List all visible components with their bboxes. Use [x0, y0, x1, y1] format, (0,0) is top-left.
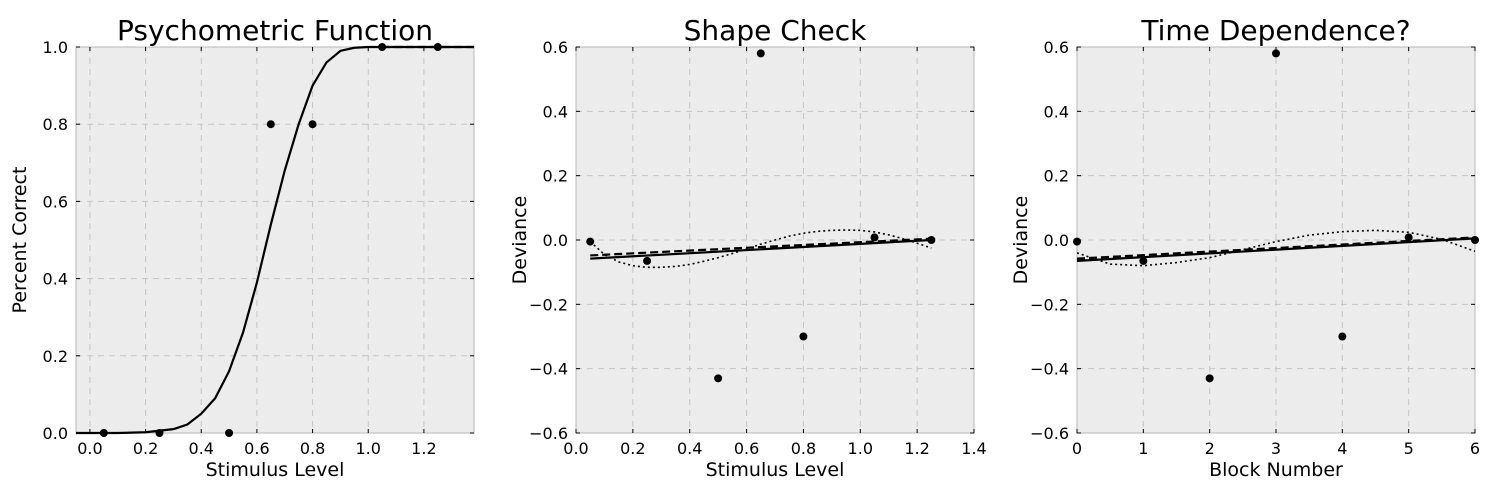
y-axis-label: Deviance — [509, 196, 531, 285]
x-tick-label: 0 — [1072, 439, 1082, 458]
data-point — [1073, 237, 1081, 246]
y-tick-label: −0.4 — [1030, 360, 1069, 379]
x-tick-label: 1.0 — [356, 439, 381, 458]
x-tick-label: 0.6 — [244, 439, 269, 458]
data-point — [1139, 256, 1148, 265]
x-axis-label: Stimulus Level — [206, 459, 345, 481]
data-point — [1205, 374, 1214, 383]
subplot-1: 0.0 0.2 0.4 0.6 0.8 1.0 1.2 0.0 0.2 0.4 0.6 0.8 1.0 P… — [9, 14, 475, 481]
data-point — [1404, 233, 1413, 242]
dotted-fit-line — [1077, 229, 1475, 267]
x-tick-label: 0.0 — [77, 439, 102, 458]
data-point — [1272, 49, 1280, 58]
x-tick-label: 2 — [1205, 439, 1215, 458]
solid-fit-line — [590, 238, 932, 260]
x-tick-label: 0.0 — [563, 439, 588, 458]
data-point — [1338, 332, 1347, 341]
y-tick-label: 1.0 — [43, 38, 68, 57]
x-tick-label: 0.2 — [133, 439, 158, 458]
x-tick-label: 1.2 — [904, 439, 929, 458]
axes-frame — [75, 46, 475, 434]
y-tick-label: 0.0 — [1044, 231, 1069, 250]
data-point — [155, 429, 164, 437]
y-tick-label: 0.0 — [43, 424, 68, 443]
y-axis-label: Deviance — [1010, 196, 1032, 285]
data-point — [756, 49, 765, 58]
x-tick-label: 0.8 — [791, 439, 816, 458]
data-point — [586, 237, 595, 246]
dotted-fit-line — [589, 229, 932, 269]
subplot-2: 0.0 0.2 0.4 0.6 0.8 1.0 1.2 1.4 −0.6 −0.4 −0.2 0.0 0… — [509, 14, 987, 481]
x-tick-label: 1.2 — [411, 439, 436, 458]
y-tick-label: −0.2 — [529, 295, 568, 314]
plot-area — [76, 47, 474, 433]
chart-title: Shape Check — [684, 14, 867, 47]
data-point — [870, 233, 879, 242]
y-tick-label: −0.4 — [529, 360, 568, 379]
y-tick-label: −0.2 — [1030, 295, 1069, 314]
data-point — [266, 120, 275, 129]
y-tick-label: 0.0 — [543, 231, 568, 250]
data-point — [378, 43, 387, 51]
y-tick-label: 0.4 — [43, 270, 68, 289]
y-tick-label: −0.6 — [1030, 424, 1069, 443]
x-tick-label: 4 — [1337, 439, 1347, 458]
x-tick-label: 0.4 — [677, 439, 702, 458]
x-tick-label: 5 — [1404, 439, 1414, 458]
subplot-3: 0 1 2 3 4 5 6 −0.6 −0.4 −0.2 0.0 0.2 0.4 0.6 Time Depe… — [1010, 14, 1480, 481]
y-tick-label: 0.6 — [543, 38, 568, 57]
data-point — [308, 120, 317, 129]
dashed-fit-line — [1077, 236, 1475, 260]
y-tick-label: 0.6 — [1044, 38, 1069, 57]
y-tick-label: 0.4 — [543, 102, 568, 121]
y-tick-label: 0.2 — [43, 347, 68, 366]
data-point — [643, 256, 652, 265]
data-point — [927, 236, 936, 244]
y-tick-label: 0.4 — [1044, 102, 1069, 121]
x-axis-label: Block Number — [1209, 459, 1343, 481]
y-axis-label: Percent Correct — [9, 167, 31, 314]
y-tick-label: −0.6 — [529, 424, 568, 443]
y-tick-label: 0.6 — [43, 192, 68, 211]
x-tick-label: 0.6 — [734, 439, 759, 458]
data-point — [799, 332, 808, 341]
data-point — [433, 43, 442, 51]
x-tick-label: 6 — [1470, 439, 1480, 458]
y-tick-label: 0.2 — [1044, 167, 1069, 186]
data-point — [1471, 236, 1479, 244]
x-tick-label: 3 — [1271, 439, 1281, 458]
chart-title: Time Dependence? — [1140, 14, 1410, 47]
data-point — [99, 429, 108, 437]
x-tick-label: 1 — [1138, 439, 1148, 458]
y-tick-label: 0.2 — [543, 167, 568, 186]
data-point — [225, 429, 234, 437]
x-tick-label: 0.4 — [189, 439, 214, 458]
x-axis-label: Stimulus Level — [706, 459, 845, 481]
chart-title: Psychometric Function — [117, 14, 433, 47]
x-tick-label: 1.4 — [961, 439, 986, 458]
dashed-fit-line — [590, 237, 932, 257]
x-tick-label: 0.8 — [300, 439, 325, 458]
x-tick-label: 1.0 — [848, 439, 873, 458]
x-tick-label: 0.2 — [620, 439, 645, 458]
data-point — [714, 374, 723, 383]
y-tick-label: 0.8 — [43, 115, 68, 134]
